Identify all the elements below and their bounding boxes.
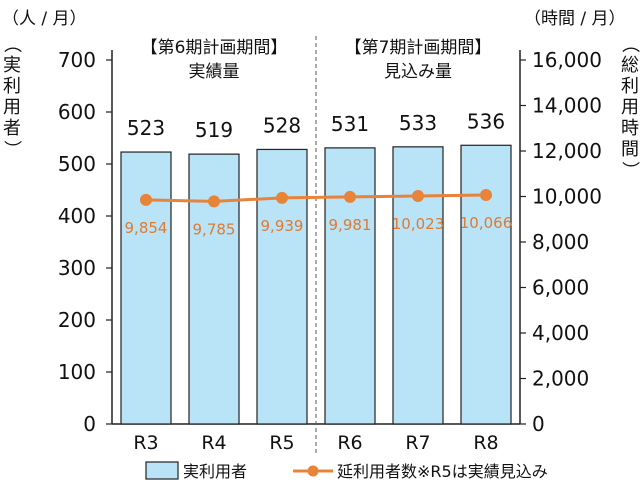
axis-title-char: 利	[621, 76, 639, 97]
y2-tick-label: 10,000	[532, 185, 602, 209]
legend-bar-swatch	[145, 461, 179, 480]
x-category-label: R8	[473, 432, 498, 454]
line-value-label: 9,939	[261, 217, 304, 235]
period-7-subtitle: 見込み量	[384, 62, 452, 82]
y2-tick-label: 0	[532, 412, 545, 436]
y-tick-label: 0	[83, 412, 96, 436]
y-tick-label: 100	[58, 360, 96, 384]
line-value-label: 10,023	[392, 215, 445, 233]
legend-line-label: 延利用者数※R5は実績見込み	[337, 462, 548, 481]
y-tick-label: 300	[58, 256, 96, 280]
y-tick-label: 200	[58, 308, 96, 332]
line-point-R8	[480, 188, 492, 201]
legend: 実利用者 延利用者数※R5は実績見込み	[145, 461, 548, 481]
axis-title-char: 実	[3, 55, 21, 76]
axis-title-char: 総	[621, 55, 639, 76]
axis-title-char: 間	[621, 139, 639, 160]
line-point-R7	[412, 189, 424, 202]
y2-tick-label: 14,000	[532, 94, 602, 118]
y-axis-title: （ 実利用者）	[1, 35, 22, 158]
bar-R8	[460, 144, 512, 425]
x-category-label: R5	[269, 432, 294, 454]
legend-line-marker	[307, 465, 319, 477]
x-category-label: R4	[201, 432, 226, 454]
y2-tick-label: 8,000	[532, 230, 589, 254]
bar-value-label: 531	[331, 112, 369, 136]
y2-tick-label: 16,000	[532, 48, 602, 72]
bar-value-label: 519	[195, 118, 233, 142]
axis-title-char: 者	[3, 118, 21, 139]
axis-title-char: （	[619, 35, 640, 53]
line-value-label: 9,785	[193, 220, 236, 238]
axis-title-char: 用	[621, 97, 639, 118]
y-tick-label: 500	[58, 152, 96, 176]
line-value-label: 10,066	[460, 214, 513, 232]
line-point-R5	[276, 191, 288, 204]
bar-value-label: 523	[127, 116, 165, 140]
line-point-R6	[344, 190, 356, 203]
bar-R5	[256, 148, 308, 425]
legend-bar-label: 実利用者	[183, 462, 247, 481]
line-point-R3	[140, 193, 152, 206]
line-value-label: 9,854	[125, 219, 168, 237]
y2-tick-label: 2,000	[532, 367, 589, 391]
x-category-label: R7	[405, 432, 430, 454]
y-tick-label: 600	[58, 100, 96, 124]
y-tick-label: 400	[58, 204, 96, 228]
axis-title-char: 利	[3, 76, 21, 97]
x-category-label: R6	[337, 432, 362, 454]
period-7-title: 【第7期計画期間】	[345, 38, 492, 58]
y2-unit-label: （時間 / 月）	[524, 9, 626, 29]
y-unit-label: （人 / 月）	[2, 9, 87, 29]
bar-R6	[324, 147, 376, 425]
bar-value-label: 533	[399, 111, 437, 135]
bar-value-label: 528	[263, 113, 301, 137]
y2-tick-label: 6,000	[532, 276, 589, 300]
axis-title-char: 時	[621, 118, 639, 139]
period-6-title: 【第6期計画期間】	[141, 38, 288, 58]
line-value-label: 9,981	[329, 216, 372, 234]
y2-tick-label: 4,000	[532, 321, 589, 345]
bar-R4	[188, 153, 240, 425]
axis-title-char: 用	[3, 97, 21, 118]
x-category-label: R3	[133, 432, 158, 454]
bar-R3	[120, 151, 172, 425]
bar-value-label: 536	[467, 109, 505, 133]
period-6-subtitle: 実績量	[189, 62, 240, 82]
line-series-path	[145, 193, 487, 203]
axis-title-char: ）	[619, 161, 640, 179]
bar-R7	[392, 146, 444, 425]
y2-tick-label: 12,000	[532, 139, 602, 163]
axis-title-char: ）	[1, 140, 22, 158]
line-point-R4	[208, 195, 220, 208]
y-tick-label: 700	[58, 48, 96, 72]
axis-title-char: （	[1, 35, 22, 53]
